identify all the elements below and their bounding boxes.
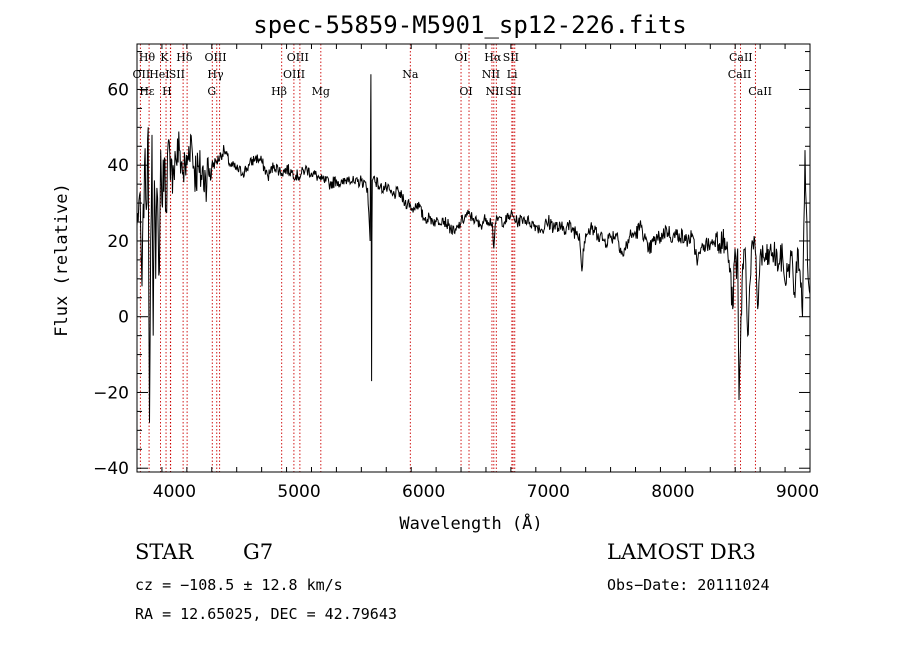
- spectral-line-label: SII: [169, 68, 185, 81]
- y-tick-label: 40: [107, 156, 129, 176]
- x-tick-label: 8000: [651, 482, 694, 502]
- y-axis-label: Flux (relative): [52, 183, 72, 337]
- spectral-line-label: OI: [454, 51, 467, 64]
- spectral-line-label: OI: [459, 85, 472, 98]
- spectral-line-label: Li: [507, 68, 518, 81]
- spectral-line-markers: [139, 44, 756, 472]
- spectral-line-label: Hθ: [139, 51, 156, 64]
- spectral-line-label: G: [207, 85, 216, 98]
- survey-name: LAMOST DR3: [607, 540, 756, 564]
- sky-coordinates: RA = 12.65025, DEC = 42.79643: [135, 605, 397, 623]
- plot-frame: [136, 43, 811, 473]
- y-tick-label: 60: [107, 80, 129, 100]
- spectral-line-label: OII: [133, 68, 151, 81]
- observation-date: Obs−Date: 20111024: [607, 576, 770, 594]
- y-tick-label: 20: [107, 232, 129, 252]
- spectral-line-label: HeI: [149, 68, 169, 81]
- spectral-line-label: H: [162, 85, 172, 98]
- spectral-line-label: OIII: [283, 68, 305, 81]
- y-tick-label: −20: [93, 383, 129, 403]
- x-tick-label: 5000: [277, 482, 320, 502]
- spectral-line-label: CaII: [729, 51, 753, 64]
- x-tick-label: 7000: [527, 482, 570, 502]
- spectral-line-label: CaII: [748, 85, 772, 98]
- spectral-line-label: Hβ: [271, 85, 287, 98]
- spectral-line-label: NII: [486, 85, 504, 98]
- spectral-line-label: NII: [482, 68, 500, 81]
- y-tick-label: −40: [93, 459, 129, 479]
- spectral-line-label: Hε: [139, 85, 155, 98]
- spectral-line-label: Hα: [484, 51, 502, 64]
- object-subclass: G7: [243, 540, 273, 564]
- plot-axes: 4000 5000 6000 7000 8000 9000 −40 −20 0 20 40 60: [93, 43, 819, 502]
- spectral-line-label: Hγ: [207, 68, 224, 81]
- x-tick-label: 4000: [153, 482, 196, 502]
- x-tick-label: 6000: [402, 482, 445, 502]
- spectral-line-label: Mg: [312, 85, 330, 98]
- spectral-line-label: Hδ: [176, 51, 193, 64]
- spectral-line-label: OIII: [204, 51, 226, 64]
- object-class: STAR: [135, 540, 194, 564]
- redshift-velocity: cz = −108.5 ± 12.8 km/s: [135, 576, 343, 594]
- spectral-line-label: SII: [503, 51, 519, 64]
- spectral-line-label: CaII: [728, 68, 752, 81]
- chart-title: spec-55859-M5901_sp12-226.fits: [253, 11, 686, 39]
- flux-series-line: [136, 74, 811, 423]
- spectral-line-label: SII: [505, 85, 521, 98]
- spectral-line-label: OIII: [287, 51, 309, 64]
- y-tick-label: 0: [118, 308, 129, 328]
- x-tick-label: 9000: [776, 482, 819, 502]
- spectral-line-label: Na: [402, 68, 419, 81]
- spectral-line-label: K: [160, 51, 169, 64]
- x-axis-label: Wavelength (Å): [399, 512, 542, 534]
